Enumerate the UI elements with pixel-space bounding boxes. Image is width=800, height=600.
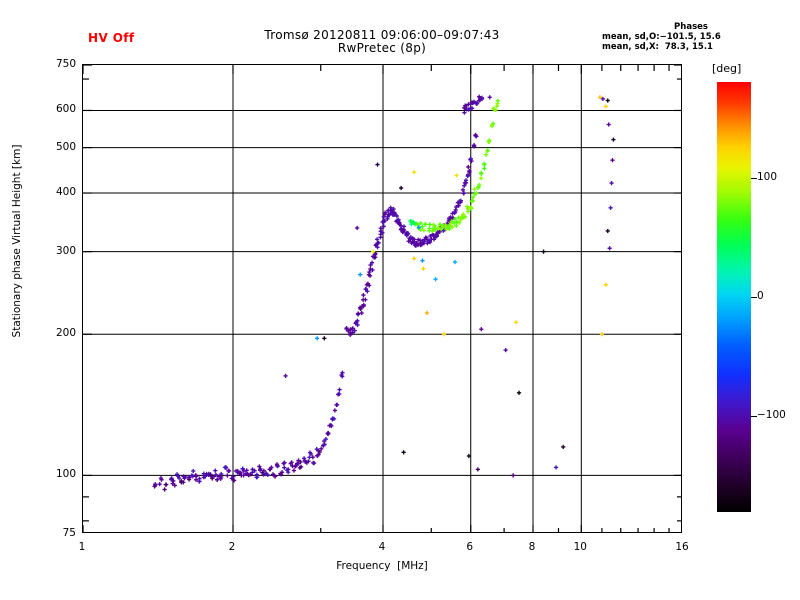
y-axis-tick-500: 500 — [55, 140, 76, 153]
colorbar-tick-label-0: 100 — [757, 170, 778, 183]
plot-title-line1: Tromsø 20120811 09:06:00–09:07:43 — [264, 28, 500, 42]
colorbar-tick-label-1: 0 — [757, 290, 764, 302]
x-axis-tick-10: 10 — [573, 541, 587, 553]
y-axis-tick-300: 300 — [55, 244, 76, 257]
hv-status-label: HV Off — [88, 31, 135, 45]
x-axis-tick-1: 1 — [78, 541, 86, 553]
y-axis-tick-100: 100 — [55, 468, 76, 481]
x-axis-tick-16: 16 — [675, 541, 689, 553]
colorbar-unit-label: [deg] — [712, 62, 742, 75]
y-axis-tick-750: 750 — [55, 58, 76, 70]
tick-layer — [83, 65, 681, 532]
x-axis-tick-2: 2 — [228, 541, 236, 553]
grid-layer — [83, 65, 681, 532]
plot-canvas — [83, 65, 681, 532]
y-axis-tick-200: 200 — [55, 327, 76, 340]
x-axis-tick-8: 8 — [528, 541, 536, 553]
y-axis-tick-400: 400 — [55, 186, 76, 199]
phases-legend-heading: Phases — [674, 22, 708, 32]
colorbar-tickmark-1 — [751, 297, 757, 298]
phases-legend-extraordinary: mean, sd,X: 78.3, 15.1 — [602, 42, 713, 52]
y-axis-label: Stationary phase Virtual Height [km] — [11, 144, 23, 338]
plot-title-line2: RwPretec (8p) — [337, 41, 427, 55]
colorbar — [717, 82, 751, 512]
plot-area — [82, 64, 682, 533]
x-axis-tick-6: 6 — [466, 541, 474, 553]
y-axis-tick-75: 75 — [62, 527, 76, 539]
colorbar-tick-label-2: −100 — [757, 409, 786, 422]
x-axis-label: Frequency [MHz] — [336, 560, 428, 572]
y-axis-tick-600: 600 — [55, 103, 76, 116]
x-axis-tick-4: 4 — [378, 541, 386, 553]
phases-legend-ordinary: mean, sd,O:−101.5, 15.6 — [602, 32, 721, 42]
data-points-layer — [152, 94, 616, 492]
colorbar-tickmark-0 — [751, 178, 757, 179]
colorbar-tickmark-2 — [751, 416, 757, 417]
